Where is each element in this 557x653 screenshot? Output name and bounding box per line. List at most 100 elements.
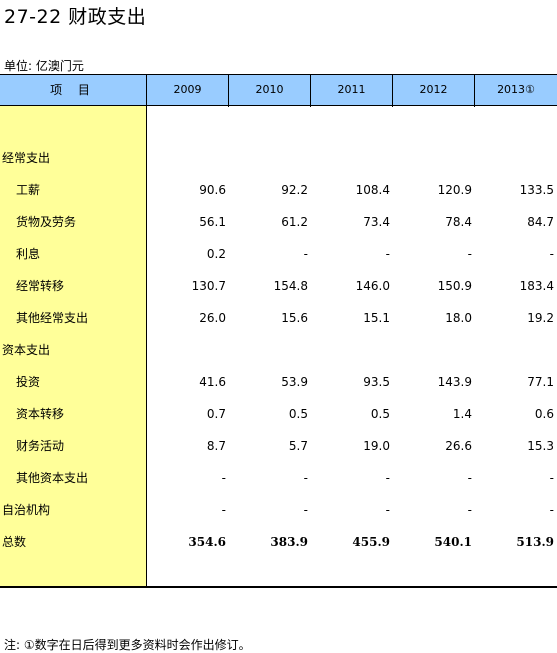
table-row: 其他经常支出 26.0 15.6 15.1 18.0 19.2 [0, 302, 557, 334]
table-row: 利息 0.2 - - - - [0, 238, 557, 270]
table-row: 总数 354.6 383.9 455.9 540.1 513.9 [0, 526, 557, 558]
table-cell: 84.7 [527, 215, 554, 229]
table-cell: 120.9 [437, 183, 472, 197]
table-cell: 15.1 [363, 311, 390, 325]
table-cell: 513.9 [516, 535, 554, 549]
row-label: 经常支出 [2, 151, 51, 165]
table-row: 资本转移 0.7 0.5 0.5 1.4 0.6 [0, 398, 557, 430]
header-year-2010: 2010 [255, 83, 284, 96]
table-cell: 8.7 [206, 439, 226, 453]
table-cell: 61.2 [281, 215, 308, 229]
table-cell: - [303, 471, 308, 485]
table-cell: 77.1 [527, 375, 554, 389]
table-cell: 133.5 [519, 183, 554, 197]
table-row: 经常支出 [0, 142, 557, 174]
table-cell: 41.6 [199, 375, 226, 389]
table-row: 货物及劳务 56.1 61.2 73.4 78.4 84.7 [0, 206, 557, 238]
header-year-2011: 2011 [337, 83, 366, 96]
row-label: 其他资本支出 [16, 471, 89, 485]
header-year-2012: 2012 [419, 83, 448, 96]
table-cell: 130.7 [191, 279, 226, 293]
header-divider [310, 75, 311, 107]
header-divider [146, 75, 147, 107]
row-label: 投资 [16, 375, 41, 389]
table-cell: 26.6 [445, 439, 472, 453]
table-cell: - [221, 503, 226, 517]
table-cell: - [385, 471, 390, 485]
table-cell: 154.8 [273, 279, 308, 293]
table-header: 项 目 2009 2010 2011 2012 2013① [0, 74, 557, 107]
row-label: 工薪 [16, 183, 41, 197]
table-cell: 93.5 [363, 375, 390, 389]
header-divider [392, 75, 393, 107]
row-label: 其他经常支出 [16, 311, 89, 325]
table-cell: 0.6 [534, 407, 554, 421]
table-cell: 0.7 [206, 407, 226, 421]
table-row: 资本支出 [0, 334, 557, 366]
table-row: 投资 41.6 53.9 93.5 143.9 77.1 [0, 366, 557, 398]
table-cell: 53.9 [281, 375, 308, 389]
table-cell: 150.9 [437, 279, 472, 293]
unit-label: 单位: 亿澳门元 [4, 59, 84, 73]
row-label: 财务活动 [16, 439, 65, 453]
page-title: 27-22 财政支出 [4, 6, 147, 28]
table-cell: 18.0 [445, 311, 472, 325]
table-cell: 0.2 [206, 247, 226, 261]
table-cell: 5.7 [288, 439, 308, 453]
row-label: 经常转移 [16, 279, 65, 293]
table-cell: 92.2 [281, 183, 308, 197]
header-year-2009: 2009 [173, 83, 202, 96]
table-cell: 183.4 [519, 279, 554, 293]
table-cell: - [467, 471, 472, 485]
table-cell: 15.3 [527, 439, 554, 453]
row-label: 资本转移 [16, 407, 65, 421]
column-divider [146, 106, 147, 587]
row-label: 自治机构 [2, 503, 51, 517]
table-cell: 383.9 [270, 535, 308, 549]
table-cell: 540.1 [434, 535, 472, 549]
table-cell: 108.4 [355, 183, 390, 197]
table-cell: 455.9 [352, 535, 390, 549]
table-cell: 56.1 [199, 215, 226, 229]
table-cell: - [467, 247, 472, 261]
table-cell: 26.0 [199, 311, 226, 325]
row-label: 利息 [16, 247, 41, 261]
table-cell: 0.5 [288, 407, 308, 421]
table-cell: - [385, 247, 390, 261]
table-cell: 143.9 [437, 375, 472, 389]
table-row: 自治机构 - - - - - [0, 494, 557, 526]
table-cell: 0.5 [370, 407, 390, 421]
row-label-column [0, 106, 146, 587]
table-cell: 146.0 [355, 279, 390, 293]
table-cell: 19.2 [527, 311, 554, 325]
table-cell: - [467, 503, 472, 517]
table-cell: - [303, 247, 308, 261]
table-cell: 78.4 [445, 215, 472, 229]
table-cell: 1.4 [452, 407, 472, 421]
table-row: 财务活动 8.7 5.7 19.0 26.6 15.3 [0, 430, 557, 462]
header-item-label: 项 目 [50, 83, 96, 97]
table-cell: - [549, 503, 554, 517]
header-year-2013: 2013① [497, 83, 535, 96]
table-cell: - [303, 503, 308, 517]
table-cell: - [549, 471, 554, 485]
header-divider [474, 75, 475, 107]
expenditure-table: 项 目 2009 2010 2011 2012 2013① 经常支出工薪 90.6… [0, 74, 557, 588]
table-cell: - [549, 247, 554, 261]
table-row: 经常转移 130.7 154.8 146.0 150.9 183.4 [0, 270, 557, 302]
table-cell: - [385, 503, 390, 517]
footnote: 注: ①数字在日后得到更多资料时会作出修订。 [4, 638, 251, 652]
row-label: 货物及劳务 [16, 215, 77, 229]
header-divider [228, 75, 229, 107]
table-cell: 15.6 [281, 311, 308, 325]
table-bottom-rule [0, 586, 557, 588]
table-row: 工薪 90.6 92.2 108.4 120.9 133.5 [0, 174, 557, 206]
table-row: 其他资本支出 - - - - - [0, 462, 557, 494]
row-label: 总数 [2, 535, 27, 549]
table-cell: 19.0 [363, 439, 390, 453]
table-cell: - [221, 471, 226, 485]
table-cell: 90.6 [199, 183, 226, 197]
row-label: 资本支出 [2, 343, 51, 357]
table-cell: 354.6 [188, 535, 226, 549]
table-cell: 73.4 [363, 215, 390, 229]
